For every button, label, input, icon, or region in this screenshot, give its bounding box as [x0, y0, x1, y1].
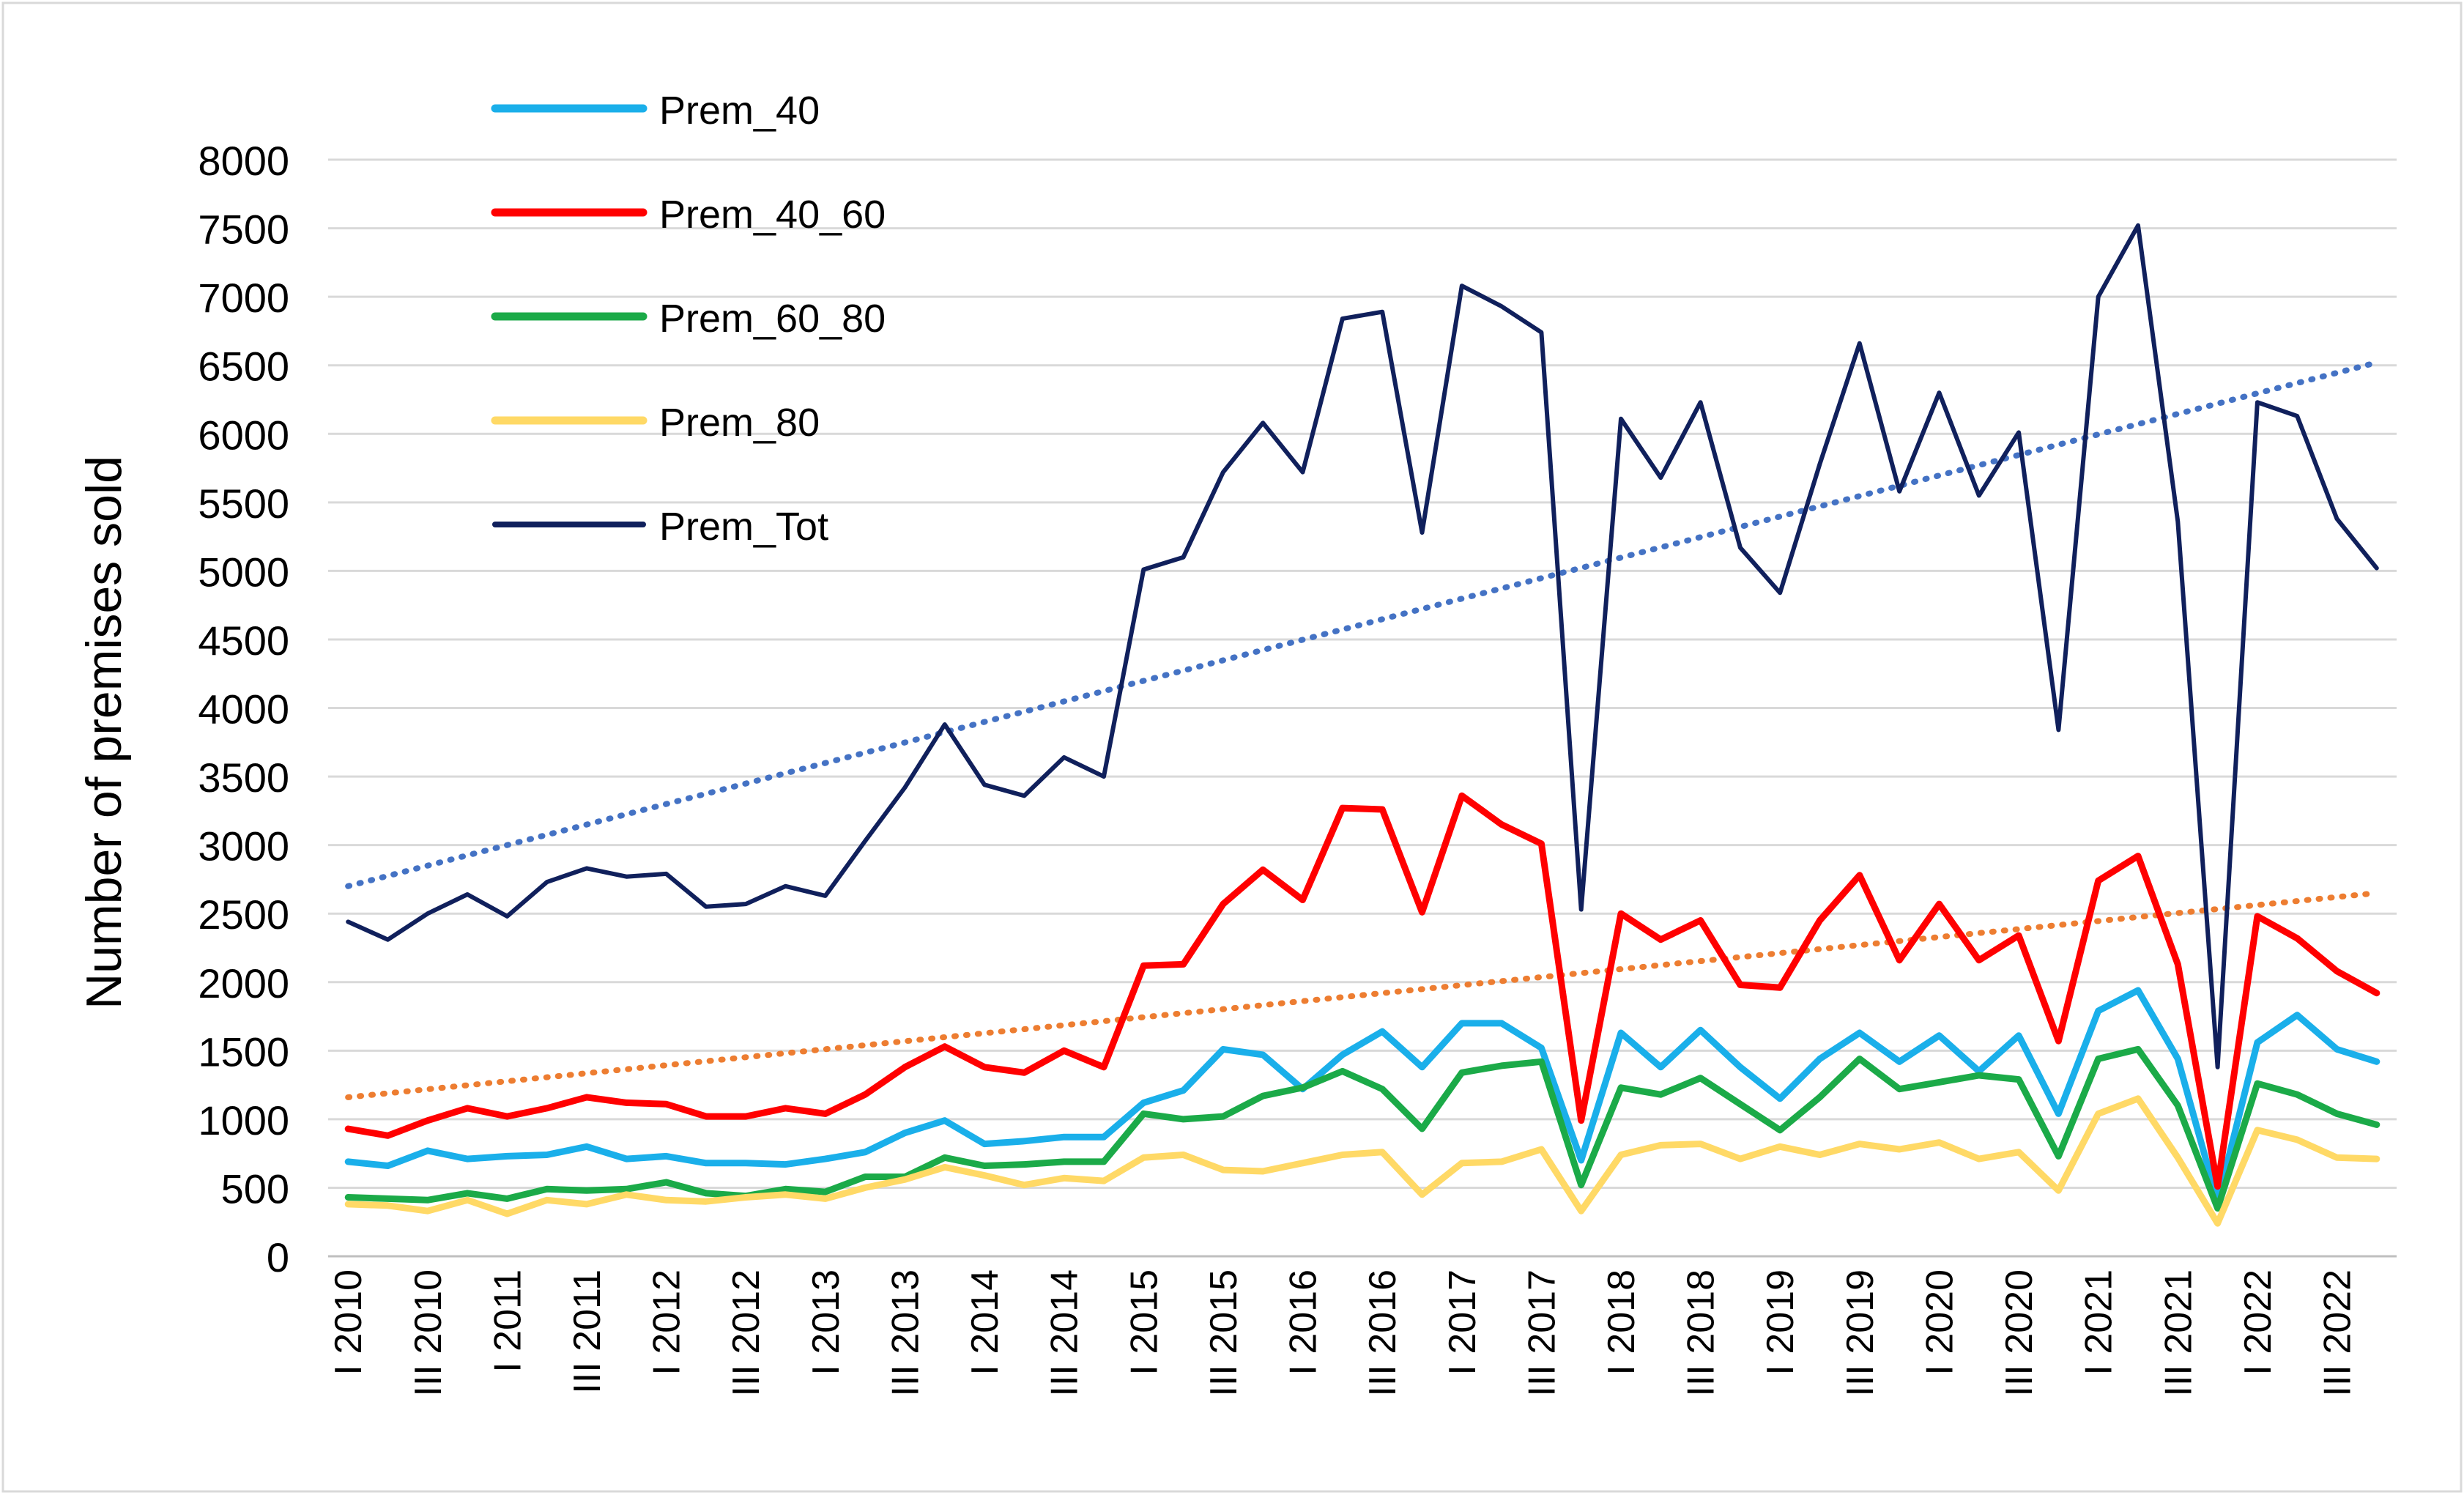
series-line-prem_40: [344, 987, 2380, 1205]
x-tick-label: I 2013: [805, 1269, 847, 1376]
legend-label-prem_tot: Prem_Tot: [659, 505, 828, 549]
y-tick-label-4500: 4500: [198, 618, 289, 664]
y-tick-label-3500: 3500: [198, 754, 289, 801]
trendline-prem_40_60-trend: [345, 890, 2380, 1100]
y-tick-label-1000: 1000: [198, 1097, 289, 1143]
x-tick-label: III 2014: [1044, 1269, 1086, 1396]
legend-label-prem_60_80: Prem_60_80: [659, 297, 886, 341]
series-lines: [344, 223, 2380, 1227]
x-tick-label: I 2010: [327, 1269, 370, 1376]
legend-label-prem_40: Prem_40: [659, 89, 820, 133]
y-tick-label-500: 500: [221, 1165, 289, 1212]
x-tick-label: III 2012: [725, 1269, 768, 1396]
y-tick-label-1500: 1500: [198, 1028, 289, 1075]
y-tick-label-2000: 2000: [198, 960, 289, 1006]
y-tick-label-0: 0: [267, 1234, 289, 1280]
trendline-prem_tot-trend: [345, 359, 2380, 889]
x-tick-label: III 2011: [566, 1269, 609, 1394]
x-tick-label: III 2020: [1998, 1269, 2041, 1396]
series-line-prem_40_60: [344, 792, 2380, 1190]
x-tick-label: III 2021: [2157, 1269, 2200, 1396]
y-tick-label-5500: 5500: [198, 481, 289, 527]
gridlines: [328, 158, 2397, 1189]
x-tick-label: I 2011: [486, 1269, 529, 1373]
y-axis-title: Number of premises sold: [76, 456, 132, 1009]
y-tick-label-6500: 6500: [198, 344, 289, 390]
x-tick-label: I 2017: [1441, 1269, 1484, 1376]
x-tick-label: I 2020: [1918, 1269, 1961, 1376]
x-tick-label: I 2015: [1123, 1269, 1165, 1376]
x-tick-label: I 2018: [1600, 1269, 1643, 1376]
series-line-prem_80: [344, 1095, 2380, 1227]
x-tick-label: I 2019: [1759, 1269, 1802, 1376]
x-tick-label: III 2015: [1203, 1269, 1245, 1396]
y-tick-label-7000: 7000: [198, 275, 289, 321]
x-tick-label: I 2016: [1283, 1269, 1325, 1376]
legend-label-prem_40_60: Prem_40_60: [659, 193, 886, 237]
trendlines: [345, 359, 2380, 1100]
x-tick-label: I 2022: [2237, 1269, 2279, 1376]
x-tick-label: III 2016: [1362, 1269, 1404, 1396]
y-tick-label-8000: 8000: [198, 138, 289, 184]
y-tick-label-7500: 7500: [198, 207, 289, 253]
x-tick-label: I 2014: [964, 1269, 1006, 1376]
series-line-prem_60_80: [344, 1045, 2380, 1212]
legend-label-prem_80: Prem_80: [659, 401, 820, 445]
x-tick-label: III 2017: [1521, 1269, 1563, 1396]
x-tick-label: III 2018: [1680, 1269, 1723, 1396]
y-tick-label-6000: 6000: [198, 412, 289, 458]
series-line-prem_tot: [346, 223, 2379, 1069]
y-tick-label-3000: 3000: [198, 823, 289, 869]
x-tick-label: III 2013: [884, 1269, 927, 1396]
y-tick-label-2500: 2500: [198, 891, 289, 938]
x-tick-label: I 2021: [2078, 1269, 2120, 1376]
x-tick-label: III 2022: [2317, 1269, 2359, 1396]
y-tick-label-4000: 4000: [198, 686, 289, 733]
legend: Prem_40 Prem_40_60 Prem_60_80 Prem_80 Prem_T…: [491, 89, 886, 549]
y-tick-label-5000: 5000: [198, 549, 289, 595]
x-tick-label: III 2019: [1839, 1269, 1882, 1396]
x-tick-label: I 2012: [646, 1269, 689, 1376]
axes: 0 500 1000 1500 2000 2500 3000 3500 4000 4500 5000…: [198, 138, 2397, 1396]
x-tick-label: III 2010: [407, 1269, 450, 1396]
